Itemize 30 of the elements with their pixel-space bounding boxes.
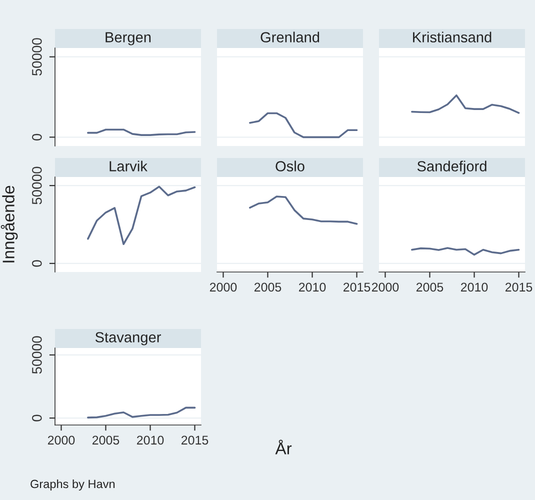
chart-title: Larvik	[110, 160, 148, 172]
chart-title: Sandefjord	[417, 160, 486, 174]
x-tick-label: 2000	[210, 282, 237, 292]
line-series	[87, 406, 196, 418]
y-tick-label: 0	[32, 134, 42, 140]
y-tick-label: 0	[32, 414, 42, 422]
y-tick-label: 50000	[32, 336, 42, 374]
chart-title: Oslo	[276, 160, 304, 172]
text: Graphs by Havn	[30, 479, 115, 491]
x-tick-label: 2000	[48, 436, 75, 445]
x-tick-label: 2010	[136, 436, 164, 445]
chart-title: Kristiansand	[413, 32, 492, 42]
y-tick-label: 50000	[32, 38, 42, 76]
chart-title: Grenland	[260, 32, 320, 42]
x-tick-label: 2010	[298, 282, 326, 292]
x-tick-label: 2015	[343, 282, 370, 292]
y-axis-title: Inngående	[0, 186, 18, 262]
x-tick-label: 2010	[460, 282, 488, 292]
x-tick-label: 2000	[372, 282, 399, 292]
chart-title: Bergen	[106, 32, 151, 46]
x-tick-label: 2005	[254, 282, 282, 292]
x-tick-label: 2015	[181, 436, 208, 445]
x-tick-label: 2005	[92, 436, 120, 445]
chart-title: Stavanger	[95, 332, 161, 346]
x-tick-label: 2015	[505, 282, 532, 292]
x-tick-label: 2005	[416, 282, 444, 292]
y-tick-label: 50000	[32, 166, 42, 204]
y-tick-label: 0	[32, 260, 42, 267]
line-series	[87, 186, 196, 246]
x-axis-title: År	[275, 440, 292, 454]
